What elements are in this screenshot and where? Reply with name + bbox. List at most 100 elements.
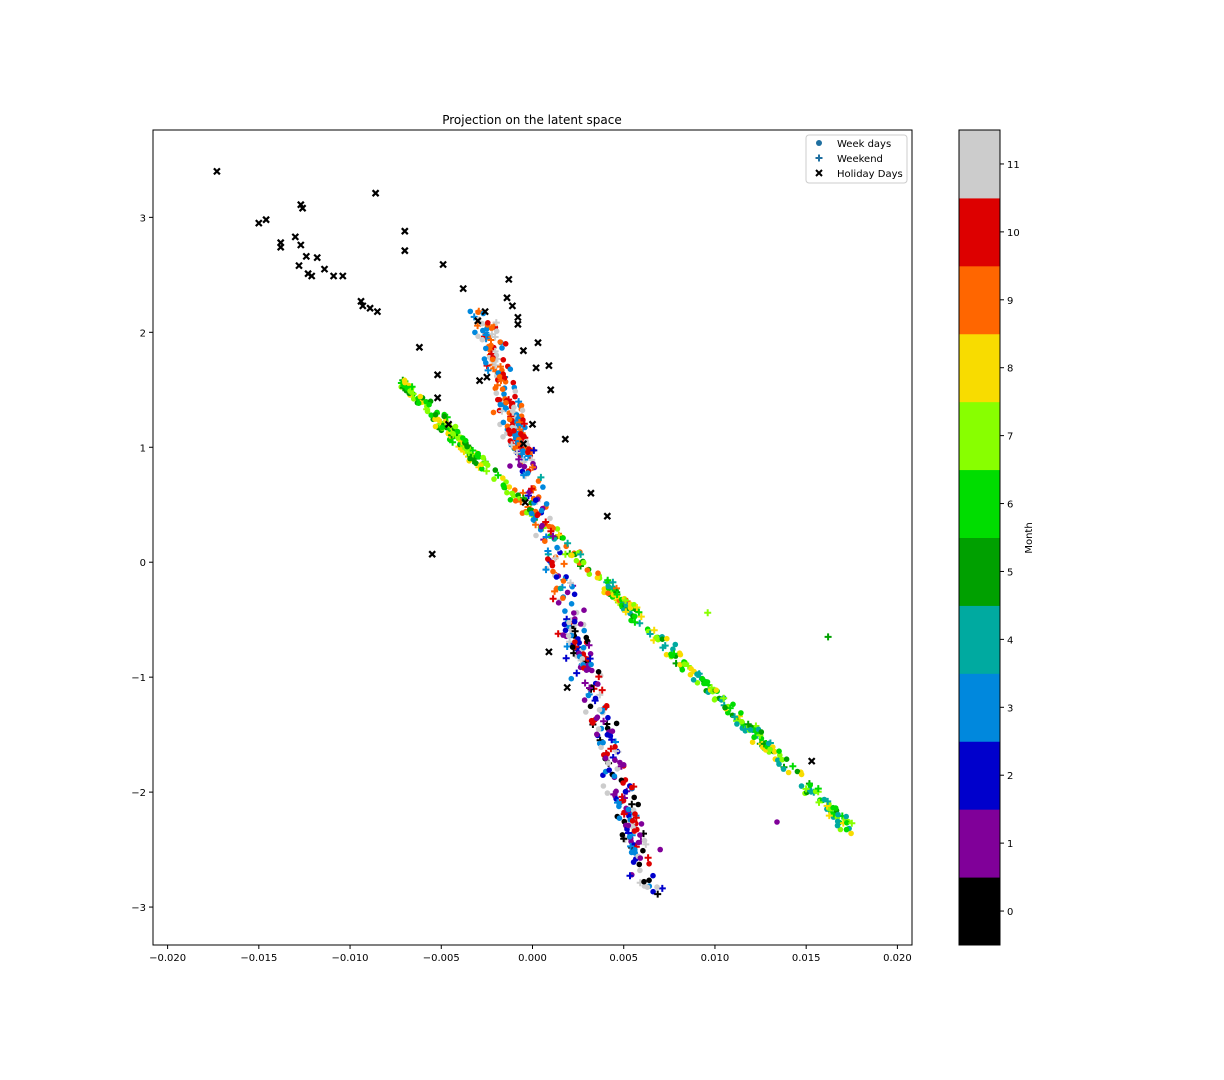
weekend-point <box>633 604 641 611</box>
x-axis: −0.020 −0.015 −0.010 −0.005 0.000 0.005 0.010 0… <box>149 945 912 964</box>
weekday-point <box>479 466 485 472</box>
weekday-point <box>672 641 679 648</box>
weekday-point <box>488 342 494 349</box>
weekend-point <box>573 669 581 677</box>
weekday-point <box>601 586 608 592</box>
weekday-point <box>644 884 651 890</box>
weekend-point <box>620 810 628 818</box>
holiday-point <box>587 489 595 497</box>
legend-box <box>805 134 908 184</box>
weekday-point <box>794 768 801 775</box>
weekday-point <box>626 834 633 840</box>
weekend-point <box>498 407 506 415</box>
holiday-point <box>474 317 482 325</box>
weekend-point <box>586 655 594 663</box>
weekend-point <box>636 619 644 627</box>
weekday-point <box>533 532 539 539</box>
weekend-point <box>529 463 536 471</box>
weekday-point <box>776 748 782 754</box>
weekend-point <box>483 467 490 475</box>
weekend-point <box>620 835 628 843</box>
y-tick-label: −2 <box>131 788 146 799</box>
weekday-point <box>620 780 626 786</box>
weekend-point <box>449 438 457 446</box>
weekday-point <box>589 667 595 674</box>
weekday-point <box>509 490 515 497</box>
weekday-point <box>844 820 850 826</box>
weekend-point <box>654 890 662 898</box>
weekday-point <box>543 501 550 507</box>
weekend-point <box>608 736 616 744</box>
weekend-point <box>619 796 627 804</box>
weekday-point <box>512 388 519 395</box>
weekday-point <box>765 740 772 747</box>
weekday-point <box>581 607 587 613</box>
weekday-point <box>577 621 584 627</box>
weekday-point <box>492 385 499 392</box>
x-tick-label: 0.005 <box>609 953 638 964</box>
x-tick-label: −0.015 <box>240 953 277 964</box>
weekday-point <box>426 401 432 408</box>
weekday-point <box>475 309 481 316</box>
colorbar-tick-label: 11 <box>1007 160 1020 171</box>
weekend-point <box>470 313 478 321</box>
weekday-point <box>497 401 504 408</box>
colorbar-segment <box>959 469 1000 538</box>
weekend-point <box>408 383 416 391</box>
weekend-point <box>560 560 568 568</box>
weekday-point <box>555 600 562 606</box>
weekend-point <box>494 471 502 479</box>
weekday-point <box>636 861 643 868</box>
weekday-point <box>568 601 575 607</box>
weekday-point <box>560 578 567 584</box>
weekday-point <box>779 756 785 763</box>
holiday-point <box>433 394 442 402</box>
x-tick-label: 0.010 <box>701 953 730 964</box>
weekday-point <box>475 450 482 457</box>
weekday-point <box>557 585 564 592</box>
y-tick-label: −1 <box>131 673 146 684</box>
weekday-point <box>491 476 497 482</box>
holiday-point <box>291 233 300 241</box>
weekday-point <box>734 721 740 727</box>
holiday-point <box>508 302 517 310</box>
x-tick-label: −0.020 <box>149 953 186 964</box>
colorbar-frame <box>958 129 1001 946</box>
weekend-point <box>562 654 570 662</box>
weekday-point <box>497 339 504 345</box>
weekday-point <box>837 826 844 833</box>
weekday-point <box>580 644 587 651</box>
weekend-point <box>554 630 562 638</box>
weekend-point <box>469 447 477 454</box>
weekday-point <box>783 756 790 762</box>
weekday-point <box>562 627 569 634</box>
colorbar-segment <box>959 809 1000 878</box>
weekend-point <box>631 618 639 626</box>
weekday-point <box>583 709 589 715</box>
colorbar: 0 1 2 3 4 5 6 7 8 9 10 11 <box>958 129 1020 946</box>
weekday-point <box>564 589 571 596</box>
weekend-point <box>627 842 635 850</box>
holiday-point <box>433 371 442 379</box>
weekend-point <box>537 473 545 481</box>
weekend-point <box>551 554 559 562</box>
holiday-point <box>514 320 522 329</box>
weekend-point <box>613 591 621 598</box>
weekday-point <box>595 669 602 675</box>
weekday-point <box>631 828 638 834</box>
weekday-point <box>518 431 524 437</box>
weekend-point <box>577 550 585 558</box>
weekday-point <box>739 718 745 725</box>
weekday-point <box>622 788 629 795</box>
colorbar-tick-label: 1 <box>1007 839 1013 850</box>
holiday-point <box>255 219 263 227</box>
holiday-point <box>213 167 221 176</box>
weekday-point <box>602 755 609 761</box>
weekend-point <box>802 785 810 793</box>
holiday-point <box>415 343 424 352</box>
holiday-point <box>519 346 528 355</box>
weekday-point <box>584 567 591 573</box>
holiday-point <box>302 252 311 261</box>
weekday-point <box>545 556 551 562</box>
